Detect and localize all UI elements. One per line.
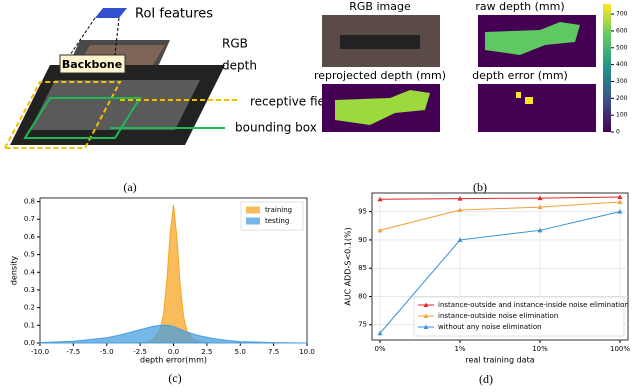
y-tick-label: 95 bbox=[358, 208, 367, 216]
label: RoI features bbox=[135, 7, 213, 22]
depth-image bbox=[30, 80, 200, 130]
x-tick-label: 5.0 bbox=[235, 348, 246, 356]
subplot-title: RGB image bbox=[349, 0, 411, 13]
colorbar-tick-label: 400 bbox=[616, 61, 628, 68]
density-area bbox=[39, 324, 308, 344]
marker bbox=[457, 196, 463, 201]
colorbar-tick-label: 500 bbox=[616, 44, 628, 51]
marker bbox=[537, 227, 543, 233]
receptive-field-box bbox=[3, 81, 122, 149]
colorbar-tick-label: 0 bbox=[616, 129, 620, 136]
y-tick-label: 0.7 bbox=[24, 215, 35, 223]
legend-marker bbox=[423, 324, 429, 329]
marker bbox=[457, 237, 463, 242]
subplot-title: depth error (mm) bbox=[472, 69, 568, 82]
marker bbox=[377, 227, 383, 233]
error-spot bbox=[525, 97, 533, 104]
colorbar bbox=[603, 4, 611, 132]
line bbox=[379, 196, 621, 200]
caption: (d) bbox=[479, 372, 493, 386]
x-tick-label: 1% bbox=[454, 345, 465, 353]
legend-label: without any noise elimination bbox=[438, 323, 542, 331]
y-tick-label: 80 bbox=[358, 292, 367, 300]
label: RGB bbox=[222, 37, 248, 51]
x-tick-label: 7.5 bbox=[268, 348, 279, 356]
x-tick-label: -10.0 bbox=[31, 348, 49, 356]
y-tick-label: 85 bbox=[358, 264, 367, 272]
connector bbox=[69, 17, 96, 56]
colorbar-tick-label: 300 bbox=[616, 78, 628, 85]
x-tick-label: 0.0 bbox=[168, 348, 179, 356]
roi-features bbox=[95, 8, 127, 18]
legend-label: instance-outside noise elimination bbox=[438, 312, 558, 320]
marker bbox=[617, 209, 623, 214]
legend-marker bbox=[423, 302, 429, 307]
y-tick-label: 0.1 bbox=[24, 321, 35, 329]
label: depth bbox=[222, 59, 257, 73]
legend-label: testing bbox=[265, 217, 289, 225]
marker bbox=[537, 204, 543, 210]
colorbar-tick-label: 600 bbox=[616, 27, 628, 34]
colorbar-tick-label: 700 bbox=[616, 11, 628, 18]
y-axis-label: density bbox=[10, 256, 19, 286]
y-tick-label: 75 bbox=[358, 321, 367, 329]
legend-label: training bbox=[265, 206, 292, 214]
y-tick-label: 90 bbox=[358, 236, 367, 244]
panel-a: RoI features RGB Backbone depth receptiv… bbox=[3, 7, 336, 194]
y-axis-label: AUC ADD-S<0.1(%) bbox=[344, 227, 353, 305]
legend-marker bbox=[423, 313, 429, 318]
marker bbox=[617, 199, 623, 205]
marker bbox=[377, 330, 383, 336]
label: receptive field bbox=[250, 95, 336, 109]
y-tick-label: 0.4 bbox=[24, 268, 36, 276]
caption: (c) bbox=[168, 371, 181, 385]
colorbar-tick-label: 100 bbox=[616, 112, 628, 119]
x-tick-label: 10.0 bbox=[299, 348, 315, 356]
legend-box bbox=[413, 296, 625, 337]
x-tick-label: -7.5 bbox=[67, 348, 81, 356]
error-spot bbox=[516, 92, 521, 98]
legend-swatch bbox=[246, 217, 260, 225]
y-tick-label: 0.5 bbox=[24, 251, 35, 259]
subplot-title: reprojected depth (mm) bbox=[314, 69, 446, 82]
plot-frame bbox=[371, 192, 629, 341]
y-tick-label: 0.2 bbox=[24, 304, 35, 312]
y-tick-label: 0.6 bbox=[24, 233, 36, 241]
marker bbox=[457, 207, 463, 212]
legend-swatch bbox=[246, 206, 260, 214]
object bbox=[340, 35, 420, 49]
depth-error bbox=[478, 84, 596, 132]
y-tick-label: 0.3 bbox=[24, 286, 35, 294]
x-tick-label: 0% bbox=[374, 345, 385, 353]
x-axis-label: real training data bbox=[465, 356, 534, 365]
legend-label: instance-outside and instance-inside noi… bbox=[438, 301, 629, 309]
backbone-box bbox=[59, 54, 126, 74]
bounding-box bbox=[23, 97, 142, 139]
line bbox=[379, 201, 621, 231]
x-tick-label: 2.5 bbox=[201, 348, 212, 356]
subplot-title: raw depth (mm) bbox=[475, 0, 564, 13]
x-tick-label: 100% bbox=[610, 345, 630, 353]
caption: (b) bbox=[473, 180, 487, 194]
x-tick-label: 10% bbox=[532, 345, 548, 353]
y-tick-label: 0.8 bbox=[24, 198, 35, 206]
marker bbox=[617, 194, 623, 199]
panel-b: RGB image raw depth (mm) reprojected dep… bbox=[314, 0, 611, 194]
marker bbox=[377, 196, 383, 202]
caption: (a) bbox=[123, 180, 136, 194]
object bbox=[335, 90, 430, 125]
colorbar-tick-label: 200 bbox=[616, 95, 628, 102]
label: Backbone bbox=[62, 58, 122, 71]
y-tick-label: 0.0 bbox=[24, 339, 35, 347]
marker bbox=[537, 195, 543, 201]
x-axis-label: depth error(mm) bbox=[140, 356, 207, 365]
line bbox=[379, 211, 621, 334]
x-tick-label: -2.5 bbox=[133, 348, 147, 356]
label: bounding box bbox=[235, 121, 317, 135]
x-tick-label: -5.0 bbox=[100, 348, 114, 356]
connector bbox=[114, 17, 120, 56]
object bbox=[485, 22, 580, 55]
